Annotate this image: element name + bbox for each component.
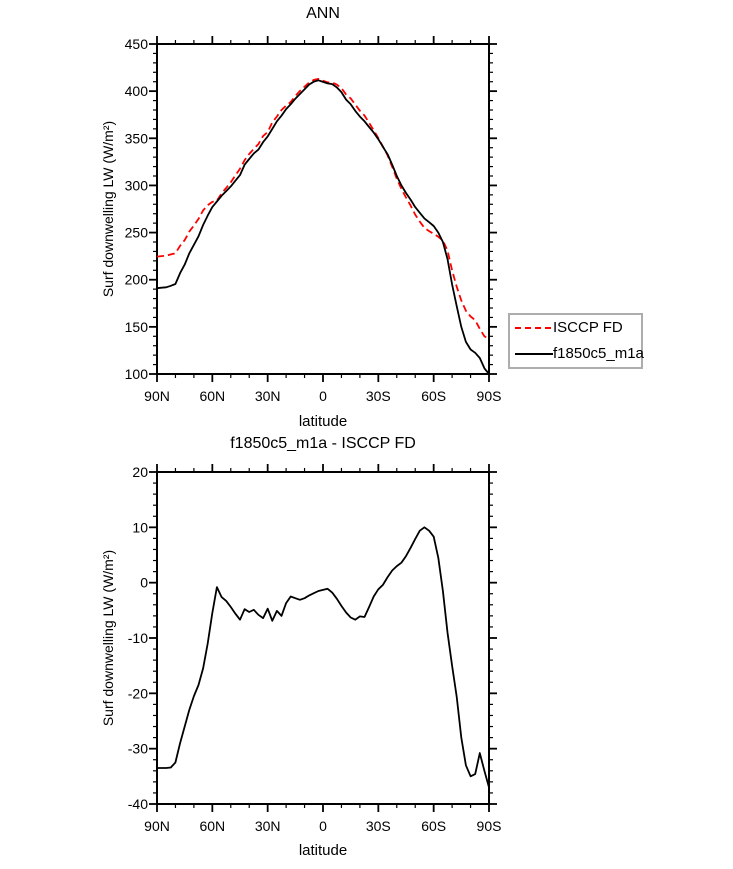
- x-tick-label: 90N: [144, 818, 170, 834]
- x-tick-label: 60S: [421, 818, 446, 834]
- x-tick-label: 60N: [199, 818, 225, 834]
- top-x-axis-label: latitude: [298, 413, 348, 430]
- y-tick-label: 300: [125, 177, 149, 193]
- y-tick-label: 350: [125, 130, 149, 146]
- bottom-y-axis-label: Surf downwelling LW (W/m²): [100, 549, 116, 727]
- bottom-chart-title: f1850c5_m1a - ISCCP FD: [230, 435, 416, 452]
- y-tick-label: 450: [125, 36, 149, 52]
- isccp-fd-line: [156, 78, 490, 340]
- y-tick-label: 10: [132, 519, 148, 535]
- y-tick-label: 150: [125, 319, 149, 335]
- y-tick-label: 20: [132, 464, 148, 480]
- y-tick-label: 100: [125, 366, 149, 382]
- x-tick-label: 30N: [255, 818, 281, 834]
- x-tick-label: 60N: [199, 388, 225, 404]
- legend-label-isccp-fd: ISCCP FD: [553, 319, 623, 337]
- x-tick-label: 90N: [144, 388, 170, 404]
- bottom-plot: 90N 60N 30N 0 30S 60S 90S 20 10 0 -10 -20 -30 -40: [128, 464, 502, 834]
- tick-marks: [149, 36, 497, 382]
- y-tick-label: 400: [125, 83, 149, 99]
- top-chart-title: ANN: [306, 5, 340, 22]
- top-y-axis-label: Surf downwelling LW (W/m²): [100, 120, 116, 298]
- bottom-x-axis-label: latitude: [298, 842, 348, 859]
- legend-item-isccp-fd: ISCCP FD: [515, 316, 641, 340]
- x-tick-label: 30N: [255, 388, 281, 404]
- x-tick-label: 30S: [366, 818, 391, 834]
- y-tick-label: -20: [128, 685, 148, 701]
- x-tick-label: 60S: [421, 388, 446, 404]
- y-tick-label: 0: [140, 575, 148, 591]
- x-tick-label: 30S: [366, 388, 391, 404]
- x-tick-label: 0: [319, 818, 327, 834]
- f1850c5-m1a-line: [156, 79, 490, 375]
- legend-item-f1850c5-m1a: f1850c5_m1a: [515, 342, 644, 366]
- y-tick-label: -40: [128, 796, 148, 812]
- x-tick-label: 90S: [477, 388, 502, 404]
- y-tick-label: -30: [128, 741, 148, 757]
- x-tick-label: 0: [319, 388, 327, 404]
- legend-label-f1850c5-m1a: f1850c5_m1a: [553, 344, 644, 362]
- tick-marks: [149, 464, 497, 812]
- y-tick-label: 200: [125, 272, 149, 288]
- x-tick-label: 90S: [477, 818, 502, 834]
- legend-solid-line-sample: [515, 352, 553, 355]
- plot-frame: [156, 471, 490, 805]
- y-tick-label: 250: [125, 225, 149, 241]
- legend-box: ISCCP FD f1850c5_m1a: [508, 313, 644, 369]
- plot-frame: [156, 43, 490, 375]
- y-tick-label: -10: [128, 630, 148, 646]
- top-plot: 90N 60N 30N 0 30S 60S 90S 450 400 350 300 250 200 150…: [125, 36, 502, 404]
- f1850c5-m1a-isccp-fd-line: [157, 526, 490, 788]
- legend-dashed-line-sample: [515, 327, 553, 330]
